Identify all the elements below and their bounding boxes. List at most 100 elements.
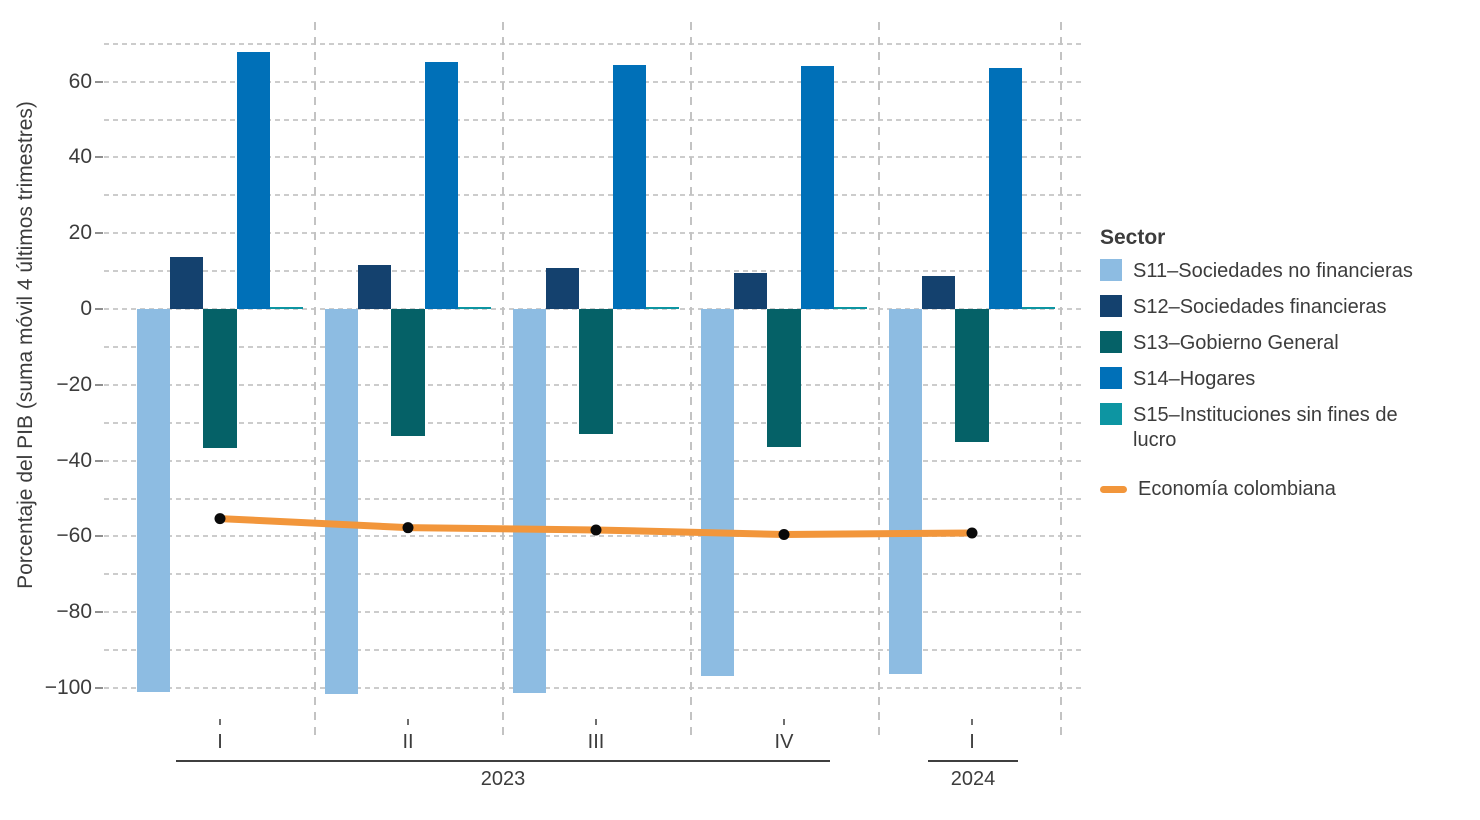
- bar-s14-5: [988, 67, 1023, 309]
- y-tick-label: −20: [56, 372, 92, 396]
- legend-item-economia: Economía colombiana: [1100, 477, 1474, 502]
- group-separator: [690, 22, 692, 740]
- trend-point: [214, 513, 226, 525]
- y-tick-label: −100: [44, 676, 92, 699]
- trend-point: [590, 524, 602, 536]
- legend-label-s15: S15–Instituciones sin fines de lucro: [1133, 404, 1398, 451]
- legend: Sector S11–Sociedades no financieras S12…: [1100, 226, 1474, 513]
- bar-s12-4: [733, 273, 768, 309]
- x-tick-mark: [407, 719, 409, 725]
- x-tick-mark: [595, 719, 597, 725]
- y-gridline: [104, 611, 1085, 614]
- y-tick-label: 20: [68, 221, 92, 245]
- bar-s13-1: [203, 309, 237, 448]
- group-separator: [502, 22, 504, 740]
- legend-label-s13: S13–Gobierno General: [1133, 332, 1339, 354]
- bar-s14-4: [800, 65, 835, 309]
- bar-s13-2: [391, 309, 425, 436]
- legend-swatch-s13: [1100, 331, 1122, 353]
- bar-s14-3: [612, 64, 647, 309]
- bar-s12-3: [545, 268, 580, 309]
- y-tick-mark: [95, 80, 103, 83]
- bar-s12-1: [169, 257, 204, 309]
- y-tick-mark: [95, 232, 103, 235]
- legend-label-economia: Economía colombiana: [1138, 478, 1336, 500]
- y-tick-label: 40: [68, 145, 92, 169]
- bar-s15-1: [270, 307, 304, 309]
- y-gridline: [104, 270, 1085, 273]
- group-separator: [878, 22, 880, 740]
- legend-item-s13: S13–Gobierno General: [1100, 331, 1474, 356]
- y-tick-mark: [95, 383, 103, 386]
- group-separator: [314, 22, 316, 740]
- bar-s14-2: [424, 61, 459, 309]
- bar-s11-2: [324, 309, 358, 695]
- y-gridline: [104, 535, 1085, 538]
- legend-title: Sector: [1100, 226, 1166, 249]
- bar-s14-1: [236, 52, 271, 309]
- y-gridline: [104, 459, 1085, 462]
- bar-s11-5: [888, 309, 922, 675]
- year-underline: [928, 760, 1018, 762]
- bar-s15-4: [834, 307, 868, 309]
- legend-item-s14: S14–Hogares: [1100, 367, 1474, 392]
- group-separator: [1060, 22, 1062, 740]
- trend-point: [402, 522, 414, 534]
- y-gridline: [104, 497, 1085, 500]
- y-tick-label: −60: [56, 524, 92, 548]
- bar-s15-3: [646, 307, 680, 309]
- y-tick-label: 0: [80, 297, 92, 320]
- y-tick-mark: [95, 308, 103, 310]
- bar-s11-4: [700, 309, 734, 676]
- y-tick-mark: [95, 611, 103, 614]
- y-axis-title-text: Porcentaje del PIB (suma móvil 4 últimos…: [14, 101, 37, 589]
- y-tick-mark: [95, 459, 103, 462]
- y-gridline: [104, 687, 1085, 689]
- bar-s13-4: [767, 309, 801, 447]
- y-gridline: [104, 649, 1085, 652]
- y-tick-mark: [95, 535, 103, 538]
- year-label: 2023: [480, 768, 526, 790]
- x-tick-mark: [219, 719, 221, 725]
- year-underline: [176, 760, 830, 762]
- bar-s12-5: [921, 275, 956, 309]
- y-gridline: [104, 232, 1085, 235]
- y-gridline: [104, 42, 1085, 45]
- bar-s15-2: [458, 307, 492, 309]
- y-gridline: [104, 118, 1085, 121]
- bar-s11-1: [136, 309, 170, 692]
- legend-label-s14: S14–Hogares: [1133, 368, 1256, 390]
- y-gridline: [104, 80, 1085, 83]
- x-tick-label: I: [969, 731, 975, 753]
- y-tick-label: 60: [68, 69, 92, 93]
- year-label: 2024: [950, 768, 996, 790]
- x-tick-label: II: [402, 731, 414, 753]
- x-tick-label: I: [217, 731, 223, 753]
- y-gridline: [104, 156, 1085, 159]
- legend-swatch-s14: [1100, 367, 1122, 389]
- legend-swatch-s15: [1100, 403, 1122, 425]
- x-tick-mark: [783, 719, 785, 725]
- bar-s15-5: [1022, 307, 1056, 309]
- y-gridline: [104, 194, 1085, 197]
- bar-s12-2: [357, 265, 392, 309]
- legend-label-s11: S11–Sociedades no financieras: [1133, 260, 1413, 282]
- y-tick-mark: [95, 687, 103, 689]
- legend-swatch-s11: [1100, 259, 1122, 281]
- x-tick-mark: [971, 719, 973, 725]
- legend-item-s12: S12–Sociedades financieras: [1100, 295, 1474, 320]
- y-gridline: [104, 573, 1085, 576]
- bar-s11-3: [512, 309, 546, 693]
- legend-item-s11: S11–Sociedades no financieras: [1100, 259, 1474, 284]
- x-tick-label: IV: [774, 731, 794, 753]
- bar-s13-5: [955, 309, 989, 443]
- legend-item-s15: S15–Instituciones sin fines de lucro: [1100, 403, 1474, 453]
- y-tick-mark: [95, 156, 103, 159]
- x-tick-label: III: [587, 731, 605, 753]
- y-tick-label: −80: [56, 600, 92, 624]
- legend-swatch-s12: [1100, 295, 1122, 317]
- y-tick-label: −40: [56, 448, 92, 472]
- bar-s13-3: [579, 309, 613, 434]
- legend-label-s12: S12–Sociedades financieras: [1133, 296, 1387, 318]
